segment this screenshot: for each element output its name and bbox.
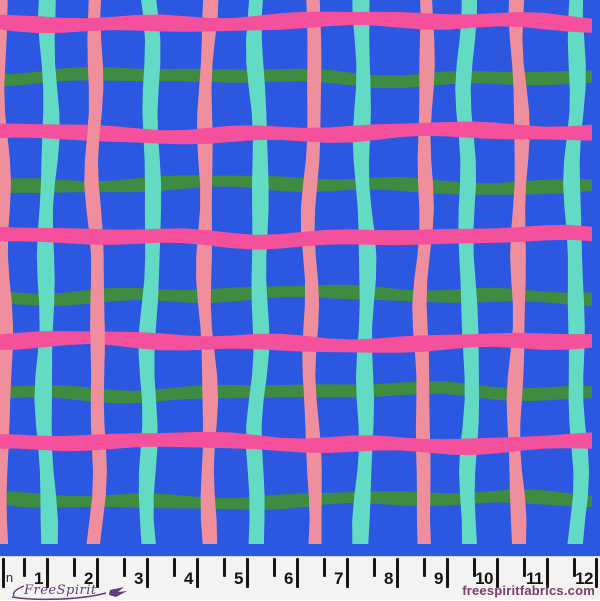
half-inch-tick [23,558,26,577]
half-inch-tick [173,558,176,577]
inch-tick [296,558,299,588]
plaid-fabric-pattern [0,0,600,556]
half-inch-tick [323,558,326,577]
half-inch-tick [423,558,426,577]
freespirit-logo: FreeSpirit [6,581,136,601]
half-inch-tick [573,558,576,577]
ruler-number: 8 [384,569,393,588]
inch-tick [446,558,449,588]
ruler-number: 10 [475,569,493,588]
logo-flourish-icon [11,585,127,601]
ruler-number: 12 [575,569,593,588]
inch-tick [146,558,149,588]
ruler-number: 4 [184,569,193,588]
inch-tick [346,558,349,588]
website-text: freespiritfabrics.com [462,583,595,598]
inch-tick [396,558,399,588]
ruler-number: 11 [526,569,543,588]
inch-tick [2,558,5,588]
ruler-unit-label: in [3,570,14,585]
inch-tick [96,558,99,588]
half-inch-tick [73,558,76,577]
ruler-number: 3 [134,569,143,588]
half-inch-tick [123,558,126,577]
half-inch-tick [523,558,526,577]
inch-tick [546,558,549,588]
freespirit-logo-text: FreeSpirit [24,583,97,598]
ruler-number: 1 [34,569,43,588]
inch-tick [496,558,499,588]
bird-icon [109,587,127,597]
inch-tick [595,558,598,588]
half-inch-tick [373,558,376,577]
inch-tick [246,558,249,588]
ruler: in 1 2 3 4 5 6 7 8 9 10 11 12 FreeSpirit freespirit… [0,556,600,601]
half-inch-tick [273,558,276,577]
inch-tick [46,558,49,588]
inch-tick [196,558,199,588]
ruler-number: 7 [334,569,343,588]
ruler-number: 2 [84,569,93,588]
ruler-number: 9 [434,569,443,588]
half-inch-tick [223,558,226,577]
ruler-number: 5 [234,569,243,588]
ruler-number: 6 [284,569,293,588]
half-inch-tick [473,558,476,577]
